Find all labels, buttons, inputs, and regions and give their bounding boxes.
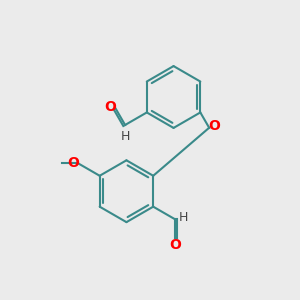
Text: O: O [67,156,79,170]
Text: O: O [169,238,181,252]
Text: O: O [104,100,116,114]
Text: H: H [179,211,188,224]
Text: H: H [120,130,130,143]
Text: O: O [208,119,220,133]
